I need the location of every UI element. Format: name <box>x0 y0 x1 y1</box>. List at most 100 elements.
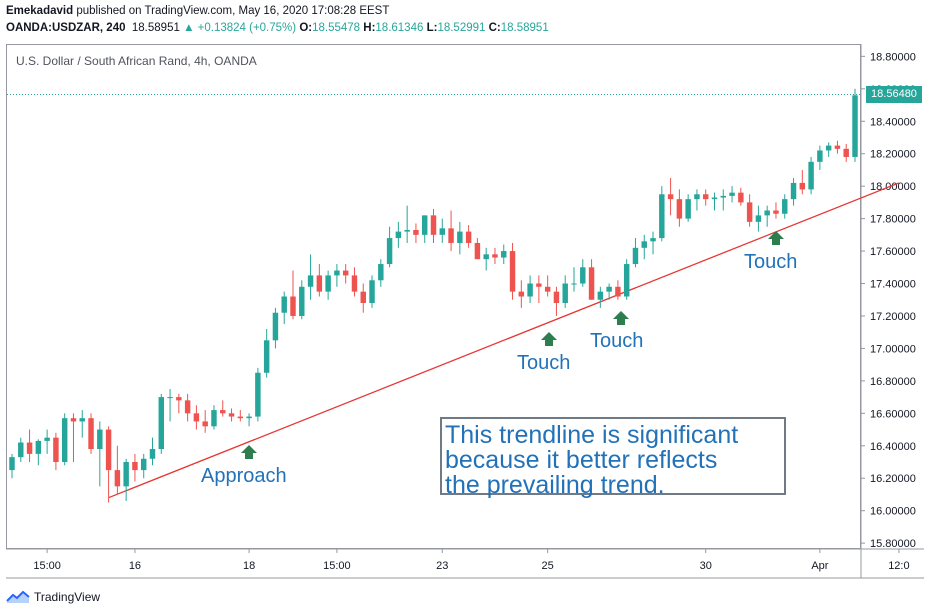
candle-body <box>79 418 85 422</box>
touch-label-2: Touch <box>590 330 644 352</box>
candle-body <box>509 251 516 292</box>
candle-body <box>773 210 779 214</box>
candle-body <box>351 275 358 292</box>
symbol-label: OANDA:USDZAR, 240 <box>6 22 126 34</box>
candle-body <box>667 194 674 200</box>
candle-body <box>755 215 762 222</box>
candle-body <box>588 267 595 300</box>
low-value: 18.52991 <box>437 22 486 34</box>
candle-body <box>360 291 366 303</box>
candle-body <box>483 254 489 260</box>
candle-body <box>799 182 806 190</box>
high-value: 18.61346 <box>375 22 424 34</box>
current-price-tag: 18.56480 <box>866 86 922 104</box>
candle-body <box>782 199 788 214</box>
author-name[interactable]: Emekadavid <box>6 5 74 17</box>
candle-body <box>9 457 15 471</box>
candle-body <box>676 199 683 219</box>
annotation-line-1: This trendline is significant <box>445 421 739 449</box>
candle-body <box>825 145 832 151</box>
y-tick-label: 18.80000 <box>870 51 916 63</box>
candle-body <box>105 429 112 471</box>
open-label: O: <box>299 22 313 34</box>
y-tick-label: 17.80000 <box>870 214 916 226</box>
candle-body <box>369 280 375 303</box>
touch-arrow-icon-3 <box>768 231 784 245</box>
candle-body <box>562 283 568 303</box>
low-label: L: <box>426 22 438 34</box>
candle-body <box>123 462 129 487</box>
candle-body <box>448 228 454 243</box>
x-tick-label: 23 <box>436 560 448 572</box>
candle-body <box>738 192 744 203</box>
touch-label-3: Touch <box>744 251 798 273</box>
candle-body <box>132 462 138 471</box>
candle-body <box>263 340 270 373</box>
x-tick-label: 30 <box>700 560 712 572</box>
candle-body <box>474 242 481 260</box>
candle-body <box>685 199 691 219</box>
candle-body <box>720 195 727 198</box>
touch-label-1: Touch <box>517 352 571 374</box>
candle-body <box>527 283 533 297</box>
candle-body <box>694 194 700 200</box>
ohlc-bar: OANDA:USDZAR, 240 18.58951 ▲ +0.13824 (+… <box>6 22 549 34</box>
annotation-line-2: because it better reflects <box>445 446 718 474</box>
y-tick-label: 18.20000 <box>870 149 916 161</box>
candle-body <box>342 270 349 276</box>
candle-body <box>650 238 656 242</box>
y-tick-label: 16.00000 <box>870 506 916 518</box>
candle-body <box>711 197 718 200</box>
footer-brand-text: TradingView <box>34 590 101 604</box>
candle-body <box>334 270 340 276</box>
y-tick-label: 17.20000 <box>870 311 916 323</box>
candle-body <box>518 291 525 297</box>
y-tick-label: 16.80000 <box>870 376 916 388</box>
candle-body <box>492 254 498 258</box>
candle-body <box>18 442 24 458</box>
candle-body <box>764 210 770 216</box>
candle-body <box>430 215 437 235</box>
x-tick-label: 16 <box>129 560 141 572</box>
candle-body <box>378 264 384 281</box>
candle-body <box>597 291 604 300</box>
tradingview-logo-icon <box>6 591 30 603</box>
candle-body <box>852 95 858 157</box>
candle-body <box>790 182 797 200</box>
candle-body <box>193 413 200 422</box>
candle-body <box>61 418 68 463</box>
x-tick-label: 12:0 <box>888 560 909 572</box>
candle-body <box>202 421 208 427</box>
close-label: C: <box>488 22 501 34</box>
touch-arrow-icon-1 <box>541 332 557 346</box>
candle-body <box>404 229 410 232</box>
candle-body <box>220 410 226 414</box>
candle-body <box>834 145 841 149</box>
candlestick-chart[interactable]: 18.8000018.6000018.4000018.2000018.00000… <box>0 0 932 590</box>
candle-body <box>421 215 428 235</box>
x-tick-label: 25 <box>542 560 554 572</box>
candle-body <box>299 286 305 316</box>
x-tick-label: 15:00 <box>323 560 351 572</box>
candle-body <box>149 449 156 459</box>
chart-title: U.S. Dollar / South African Rand, 4h, OA… <box>16 54 257 68</box>
candle-body <box>659 194 665 239</box>
candle-body <box>88 418 94 450</box>
candle-body <box>395 231 402 239</box>
candle-body <box>176 397 182 401</box>
candle-body <box>465 231 472 243</box>
candle-body <box>290 296 296 316</box>
candle-body <box>307 275 314 287</box>
candle-body <box>211 410 217 427</box>
candle-body <box>702 194 709 200</box>
publish-text: published on TradingView.com, May 16, 20… <box>76 5 390 17</box>
candle-body <box>97 429 103 450</box>
x-tick-label: Apr <box>811 560 828 572</box>
candle-body <box>606 286 612 292</box>
y-tick-label: 17.00000 <box>870 343 916 355</box>
candle-body <box>641 241 647 248</box>
footer-brand[interactable]: TradingView <box>6 590 100 604</box>
open-value: 18.55478 <box>312 22 361 34</box>
last-price: 18.58951 <box>131 22 180 34</box>
y-tick-label: 16.60000 <box>870 408 916 420</box>
